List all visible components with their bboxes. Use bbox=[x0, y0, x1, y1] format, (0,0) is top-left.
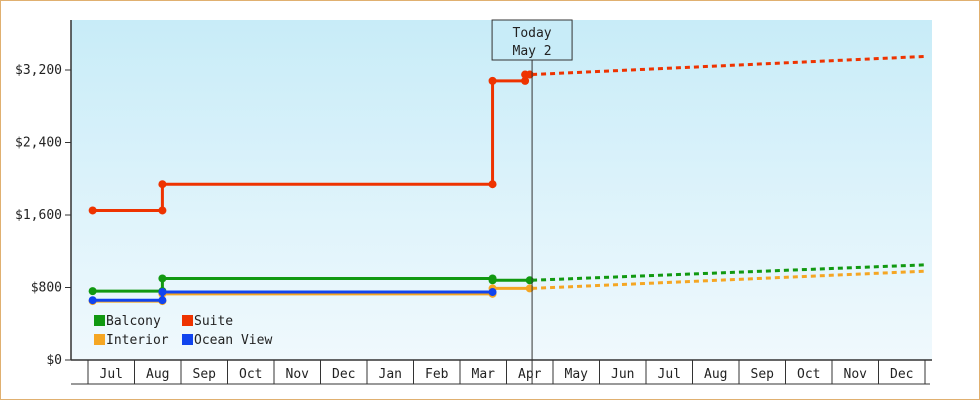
legend-label-balcony: Balcony bbox=[106, 314, 161, 329]
y-tick-label: $0 bbox=[46, 353, 62, 368]
x-tick-label: Dec bbox=[890, 367, 913, 382]
data-point-suite bbox=[158, 206, 167, 215]
x-tick-label: Aug bbox=[704, 367, 727, 382]
data-point-suite bbox=[88, 206, 97, 215]
data-point-balcony bbox=[488, 276, 497, 285]
x-tick-label: Nov bbox=[286, 367, 310, 382]
today-date: May 2 bbox=[513, 44, 552, 59]
x-tick-label: Jul bbox=[658, 367, 681, 382]
x-tick-label: Jan bbox=[379, 367, 402, 382]
y-tick-label: $3,200 bbox=[15, 63, 62, 78]
x-tick-label: May bbox=[565, 367, 589, 382]
legend-swatch-interior bbox=[94, 334, 105, 345]
x-tick-label: Oct bbox=[797, 367, 820, 382]
plot-background bbox=[71, 20, 932, 360]
legend-label-interior: Interior bbox=[106, 333, 169, 348]
x-tick-label: Aug bbox=[146, 367, 169, 382]
data-point-suite bbox=[158, 180, 167, 189]
forecast-line-interior bbox=[532, 269, 926, 290]
legend-swatch-suite bbox=[182, 315, 193, 326]
data-point-suite bbox=[521, 76, 530, 85]
x-tick-label: Mar bbox=[472, 367, 496, 382]
x-tick-label: Apr bbox=[518, 367, 542, 382]
legend-swatch-ocean-view bbox=[182, 334, 193, 345]
data-point-balcony bbox=[88, 287, 97, 296]
x-tick-label: Feb bbox=[425, 367, 449, 382]
x-tick-label: Oct bbox=[239, 367, 262, 382]
legend-label-ocean-view: Ocean View bbox=[194, 333, 272, 348]
y-tick-label: $800 bbox=[31, 281, 62, 296]
data-point-ocean-view bbox=[488, 288, 497, 297]
y-tick-label: $1,600 bbox=[15, 208, 62, 223]
legend-label-suite: Suite bbox=[194, 314, 233, 329]
data-point-suite bbox=[488, 180, 497, 189]
data-point-ocean-view bbox=[88, 296, 97, 305]
x-tick-label: Jul bbox=[100, 367, 123, 382]
data-point-balcony bbox=[158, 274, 167, 283]
legend-swatch-balcony bbox=[94, 315, 105, 326]
forecast-line-suite bbox=[532, 54, 926, 77]
data-point-suite bbox=[488, 76, 497, 85]
y-tick-label: $2,400 bbox=[15, 136, 62, 151]
x-tick-label: Jun bbox=[611, 367, 634, 382]
x-tick-label: Sep bbox=[751, 367, 775, 382]
today-box bbox=[491, 19, 573, 61]
data-point-ocean-view bbox=[158, 288, 167, 297]
data-point-ocean-view bbox=[158, 296, 167, 305]
series-line-balcony bbox=[92, 276, 530, 293]
x-tick-label: Sep bbox=[193, 367, 217, 382]
x-tick-label: Nov bbox=[844, 367, 868, 382]
x-tick-label: Dec bbox=[332, 367, 355, 382]
today-label: Today bbox=[513, 26, 552, 41]
series-line-ocean-view bbox=[92, 290, 493, 302]
forecast-line-balcony bbox=[532, 263, 926, 282]
